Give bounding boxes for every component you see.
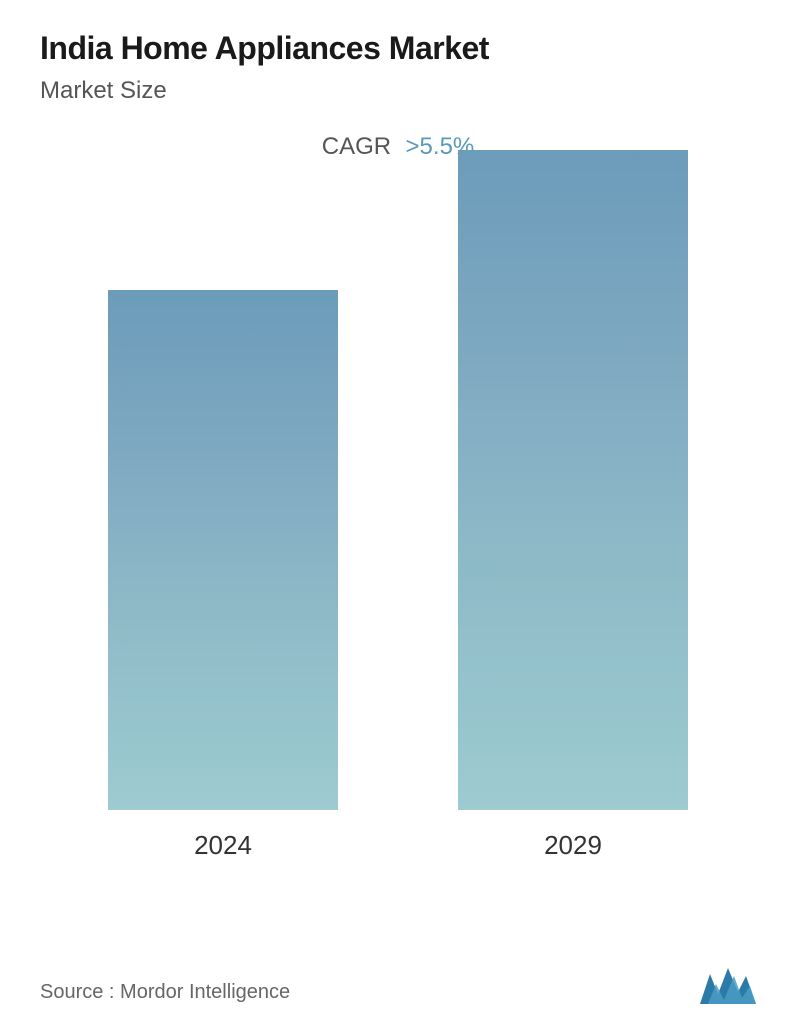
bar-1 [458, 150, 688, 810]
source-text: Source : Mordor Intelligence [40, 981, 290, 1004]
cagr-label: CAGR [322, 133, 391, 160]
source-row: Source : Mordor Intelligence [40, 966, 756, 1004]
bar-wrapper-1: 2029 [458, 150, 688, 861]
chart-area: 2024 2029 [40, 201, 756, 861]
bar-0 [108, 290, 338, 810]
chart-title: India Home Appliances Market [40, 30, 756, 67]
logo-icon [700, 966, 756, 1004]
chart-subtitle: Market Size [40, 77, 756, 105]
bar-label-1: 2029 [544, 830, 602, 861]
bar-wrapper-0: 2024 [108, 290, 338, 861]
bar-label-0: 2024 [194, 830, 252, 861]
